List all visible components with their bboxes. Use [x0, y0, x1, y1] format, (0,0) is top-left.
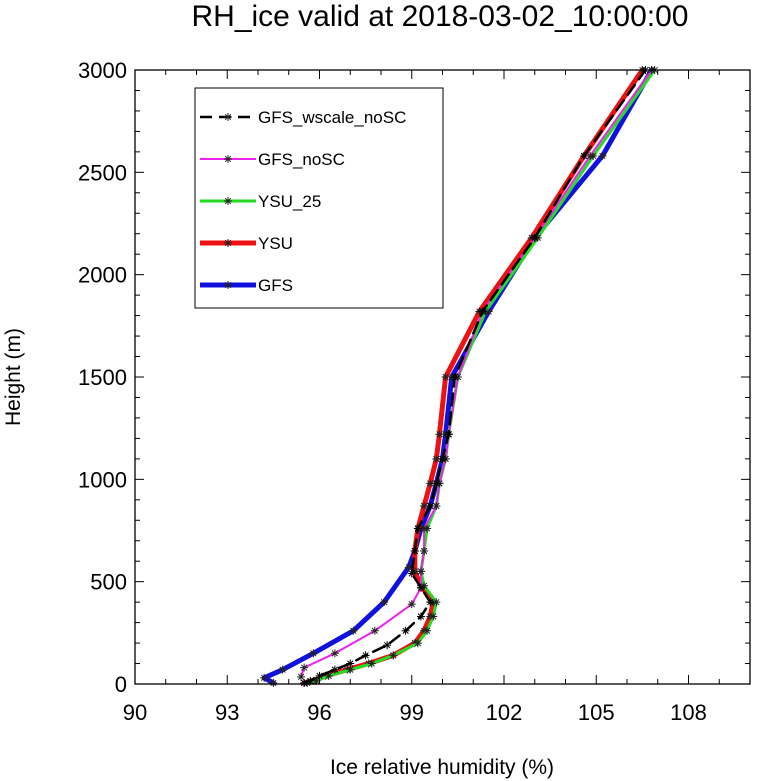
- legend-label: GFS_noSC: [258, 150, 345, 169]
- series-point: [438, 454, 447, 463]
- x-tick-label: 99: [400, 700, 424, 725]
- y-tick-labels: 0 500 1000 1500 2000 2500 3000: [78, 58, 127, 697]
- x-tick-label: 90: [123, 700, 147, 725]
- series-point: [407, 569, 416, 578]
- series-point: [306, 676, 315, 685]
- series-point: [361, 651, 370, 660]
- series-line: [261, 67, 655, 686]
- series-point: [416, 612, 425, 621]
- legend-item: YSU_25: [200, 192, 321, 211]
- y-tick-label: 500: [90, 570, 127, 595]
- series-point: [420, 524, 429, 533]
- series-point: [278, 665, 287, 674]
- legend-marker: [224, 113, 232, 121]
- series-point: [330, 665, 339, 674]
- series-point: [530, 233, 539, 242]
- x-tick-label: 102: [486, 700, 523, 725]
- series-point: [349, 626, 358, 635]
- x-tick-label: 108: [670, 700, 707, 725]
- series-line: [302, 68, 647, 685]
- legend-marker: [224, 155, 232, 163]
- y-tick-label: 1500: [78, 365, 127, 390]
- legend-label: YSU_25: [258, 192, 321, 211]
- series-point: [478, 307, 487, 316]
- series-point: [441, 373, 450, 381]
- x-tick-labels: 90 93 96 99 102 105 108: [123, 700, 707, 725]
- series-point: [297, 672, 306, 681]
- series-point: [426, 501, 435, 510]
- series-point: [367, 659, 376, 668]
- series-point: [420, 581, 429, 590]
- series-point: [598, 151, 607, 160]
- series-point: [586, 151, 595, 160]
- series-point: [370, 626, 379, 635]
- series-point: [410, 567, 419, 576]
- series-point: [309, 649, 318, 658]
- series-point: [300, 678, 309, 687]
- y-tick-label: 2000: [78, 263, 127, 288]
- series-point: [260, 673, 269, 682]
- series-point: [420, 546, 429, 555]
- series-point: [407, 600, 416, 609]
- series-point: [450, 373, 459, 381]
- legend-marker: [224, 197, 232, 205]
- axis-ticks: [134, 69, 751, 685]
- series-point: [432, 454, 441, 463]
- series-point: [423, 626, 432, 635]
- series-point: [432, 479, 441, 488]
- legend-marker: [224, 281, 232, 289]
- x-tick-label: 105: [578, 700, 615, 725]
- series-point: [383, 641, 392, 650]
- legend-item: YSU: [200, 234, 293, 253]
- x-tick-label: 96: [307, 700, 331, 725]
- y-tick-label: 0: [115, 672, 127, 697]
- series-point: [416, 567, 425, 576]
- legend-label: GFS_wscale_noSC: [258, 108, 406, 127]
- series-point: [435, 430, 444, 439]
- series-point: [579, 151, 588, 160]
- series-point: [432, 598, 441, 607]
- series-point: [429, 612, 438, 621]
- series-point: [413, 639, 422, 648]
- x-axis-title: Ice relative humidity (%): [330, 756, 554, 779]
- series-point: [389, 651, 398, 660]
- series-point: [312, 676, 321, 685]
- series-point: [330, 649, 339, 658]
- series-point: [300, 663, 309, 672]
- series-point: [410, 546, 419, 555]
- series-point: [404, 563, 413, 572]
- series-point: [269, 678, 278, 687]
- series-point: [346, 659, 355, 668]
- legend-item: GFS_wscale_noSC: [200, 108, 406, 127]
- series-point: [444, 430, 453, 439]
- series-point: [413, 524, 422, 533]
- series-point: [416, 583, 425, 592]
- y-tick-label: 3000: [78, 58, 127, 83]
- y-axis-title: Height (m): [2, 328, 25, 426]
- legend-box: [194, 87, 444, 309]
- series-point: [432, 501, 441, 510]
- legend-marker: [224, 239, 232, 247]
- x-tick-label: 93: [215, 700, 239, 725]
- plot-series: [260, 66, 659, 687]
- legend-item: GFS_noSC: [200, 150, 345, 169]
- legend-label: GFS: [258, 276, 293, 295]
- series-point: [426, 479, 435, 488]
- series-point: [346, 665, 355, 674]
- y-tick-label: 2500: [78, 160, 127, 185]
- series-point: [401, 626, 410, 635]
- series-point: [324, 671, 333, 680]
- legend: GFS_wscale_noSC GFS_noSC YSU_25 YSU GFS: [194, 87, 444, 309]
- series-point: [420, 501, 429, 510]
- chart-title: RH_ice valid at 2018-03-02_10:00:00: [191, 0, 688, 33]
- series-point: [426, 598, 435, 607]
- y-tick-label: 1000: [78, 467, 127, 492]
- legend-label: YSU: [258, 234, 293, 253]
- legend-item: GFS: [200, 276, 293, 295]
- series-point: [380, 598, 389, 607]
